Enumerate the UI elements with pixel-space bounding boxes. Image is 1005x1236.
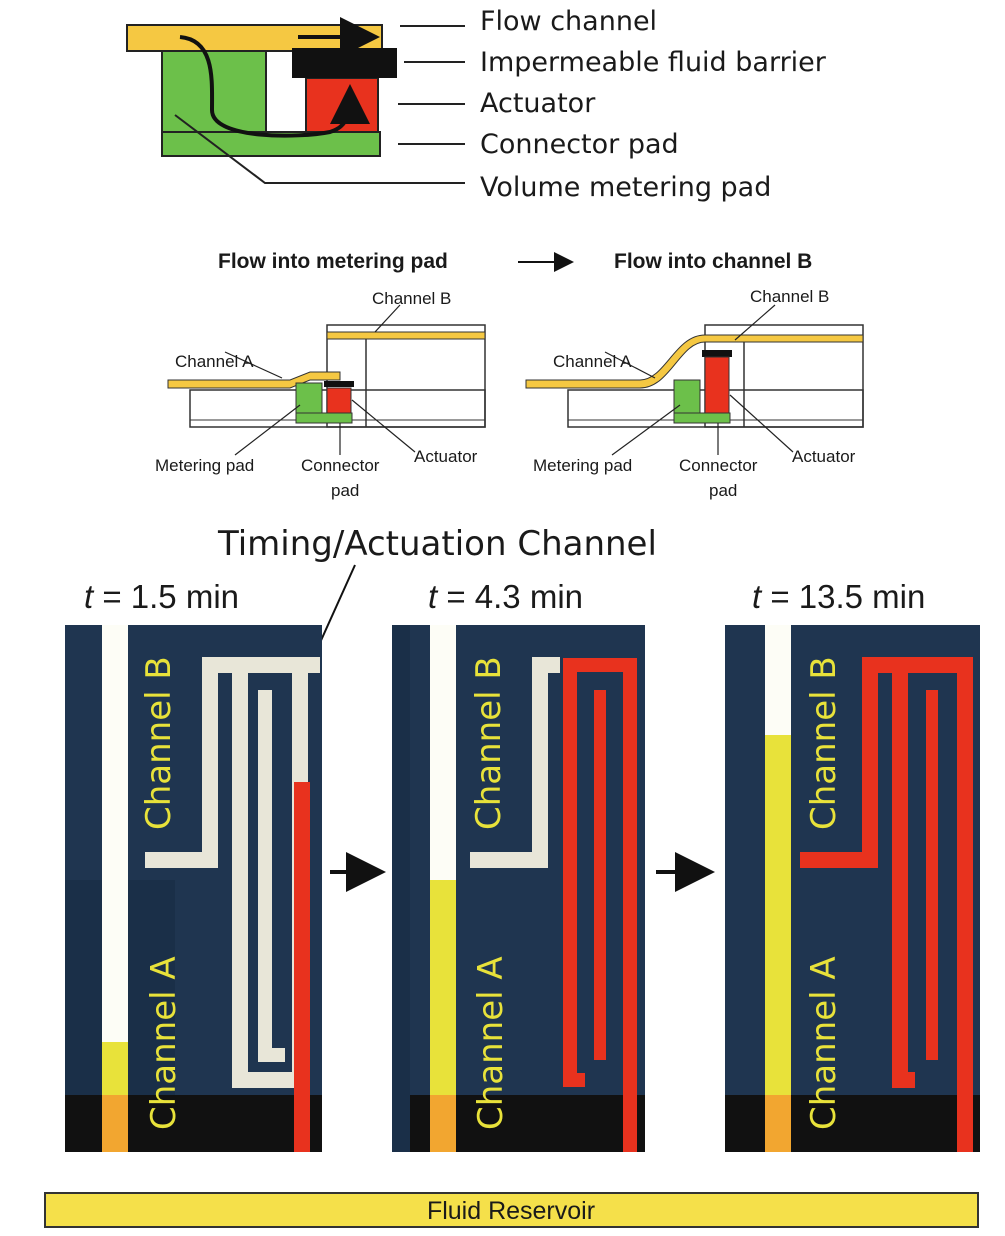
left-label-channel-a: Channel A — [175, 352, 254, 371]
left-panel: Channel B Channel A Metering pad Connect… — [155, 289, 486, 500]
left-title: Flow into metering pad — [218, 250, 448, 273]
label-barrier: Impermeable fluid barrier — [480, 47, 827, 78]
label-actuator: Actuator — [480, 88, 596, 119]
time-label-3: t = 13.5 min — [752, 578, 925, 615]
right-label-metering-pad: Metering pad — [533, 456, 632, 475]
connector-pad-block — [161, 131, 381, 157]
right-panel: Channel B Channel A Metering pad Connect… — [525, 287, 864, 500]
leader-metering — [174, 114, 465, 184]
right-channel-ab — [525, 334, 864, 389]
channel-b-label-2: Channel B — [469, 656, 509, 830]
left-barrier — [324, 381, 354, 387]
svg-text:t = 4.3 min: t = 4.3 min — [428, 578, 583, 615]
time-label-1: t = 1.5 min — [84, 578, 239, 615]
channel-a-label-3: Channel A — [804, 956, 844, 1130]
left-channel-b — [326, 331, 486, 340]
photo-panel-2: Channel B Channel A — [392, 625, 645, 1152]
barrier-block — [292, 48, 397, 78]
svg-text:t = 13.5 min: t = 13.5 min — [752, 578, 925, 615]
channel-a-label-2: Channel A — [471, 956, 511, 1130]
sequence-diagrams: Flow into metering pad Flow into channel… — [155, 250, 864, 500]
left-label-actuator: Actuator — [414, 447, 478, 466]
fluid-reservoir-bar — [44, 1192, 979, 1228]
right-label-actuator: Actuator — [792, 447, 856, 466]
label-metering-pad: Volume metering pad — [480, 172, 771, 203]
photo-panel-3: Channel B Channel A — [725, 625, 980, 1152]
left-label-connector: Connector — [301, 456, 380, 475]
right-connector-pad — [673, 412, 731, 424]
photo-panel-1: Channel B Channel A — [65, 625, 322, 1152]
right-label-channel-b: Channel B — [750, 287, 829, 306]
left-label-channel-b: Channel B — [372, 289, 451, 308]
fluid-reservoir-label: Fluid Reservoir — [427, 1197, 595, 1225]
channel-a-label-1: Channel A — [144, 956, 184, 1130]
top-schematic: Flow channel Impermeable fluid barrier A… — [126, 6, 827, 203]
metering-flow-arrow — [179, 35, 370, 138]
channel-b-label-3: Channel B — [804, 656, 844, 830]
right-barrier — [702, 350, 732, 357]
svg-text:t = 1.5 min: t = 1.5 min — [84, 578, 239, 615]
left-connector-pad — [295, 412, 353, 424]
label-flow-channel: Flow channel — [480, 6, 657, 37]
time-label-2: t = 4.3 min — [428, 578, 583, 615]
left-label-metering-pad: Metering pad — [155, 456, 254, 475]
right-label-connector-pad: pad — [709, 481, 737, 500]
right-actuator — [704, 356, 730, 414]
left-actuator — [326, 387, 352, 414]
right-label-connector: Connector — [679, 456, 758, 475]
timing-label: Timing/Actuation Channel — [217, 524, 657, 564]
right-label-channel-a: Channel A — [553, 352, 632, 371]
right-title: Flow into channel B — [614, 250, 812, 273]
channel-b-label-1: Channel B — [139, 656, 179, 830]
label-connector-pad: Connector pad — [480, 129, 679, 160]
left-label-connector-pad: pad — [331, 481, 359, 500]
